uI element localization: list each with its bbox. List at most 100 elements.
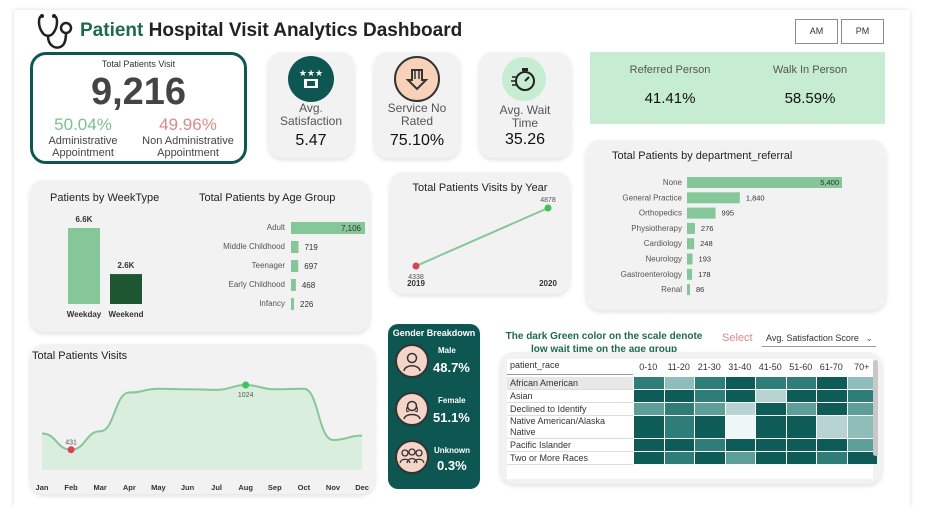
- age-group-label: Teenager: [252, 261, 286, 270]
- heatmap-cell[interactable]: [847, 452, 877, 464]
- heatmap-cell[interactable]: [664, 403, 694, 415]
- year-tick-2019: 2019: [407, 279, 425, 288]
- heatmap-cell[interactable]: [725, 452, 755, 464]
- heatmap-cell[interactable]: [695, 439, 725, 451]
- heatmap-table: patient_race 0-10 11-20 21-30 31-40 41-50 51-6…: [507, 359, 877, 479]
- referral-card: Referred Person 41.41% Walk In Person 58…: [590, 52, 885, 124]
- monthly-area: [42, 385, 363, 470]
- heatmap-cell[interactable]: [786, 377, 816, 389]
- heatmap-cell[interactable]: [634, 452, 664, 464]
- heatmap-column-header: 41-50: [758, 362, 782, 372]
- metric-dropdown[interactable]: Avg. Satisfaction Score ⌄: [762, 330, 876, 347]
- department-value: 995: [722, 209, 735, 218]
- heatmap-cell[interactable]: [756, 416, 786, 438]
- monthly-tick: Aug: [238, 483, 253, 492]
- heatmap-cell[interactable]: [634, 403, 664, 415]
- group-icon: [395, 440, 429, 474]
- heatmap-cell[interactable]: [756, 439, 786, 451]
- heatmap-cell[interactable]: [634, 439, 664, 451]
- heatmap-cell[interactable]: [786, 416, 816, 438]
- heatmap-cell[interactable]: [634, 390, 664, 402]
- heatmap-cell[interactable]: [817, 390, 847, 402]
- heatmap-cell[interactable]: [725, 416, 755, 438]
- heatmap-row-label: Native American/Alaska Native: [507, 416, 633, 439]
- heatmap-cell[interactable]: [847, 439, 877, 451]
- heatmap-cell[interactable]: [847, 377, 877, 389]
- heatmap-cell[interactable]: [756, 452, 786, 464]
- weektype-title: Patients by WeekType: [50, 192, 160, 204]
- heatmap-cell[interactable]: [664, 452, 694, 464]
- heatmap-cell[interactable]: [786, 439, 816, 451]
- heatmap-cell[interactable]: [725, 439, 755, 451]
- heatmap-row-header[interactable]: patient_race: [507, 359, 633, 375]
- heatmap-cell[interactable]: [786, 390, 816, 402]
- heatmap-cell[interactable]: [695, 403, 725, 415]
- age-group-bar: [291, 241, 299, 253]
- heatmap-cell[interactable]: [756, 377, 786, 389]
- monthly-tick: Dec: [355, 483, 369, 492]
- pm-button[interactable]: PM: [841, 19, 884, 44]
- select-label: Select: [722, 332, 753, 344]
- heatmap-column-header: 51-60: [789, 362, 813, 372]
- heatmap-cell[interactable]: [725, 390, 755, 402]
- department-bar: [687, 268, 693, 280]
- heatmap-cell[interactable]: [817, 452, 847, 464]
- heatmap-cell[interactable]: [634, 416, 664, 438]
- admin-pct: 50.04%: [54, 115, 112, 134]
- weektype-bar-label: Weekend: [109, 310, 144, 319]
- heatmap-cell[interactable]: [847, 416, 877, 438]
- department-value: 1,840: [746, 193, 765, 202]
- walkin-value: 58.59%: [784, 90, 836, 107]
- age-group-chart: Adult 7,106 Middle Childhood 719 Teenager 697…: [223, 222, 365, 310]
- satisfaction-card: ★★★ Avg. Satisfaction 5.47: [268, 52, 354, 158]
- stars-icon: ★★★: [288, 56, 334, 102]
- heatmap-cell[interactable]: [847, 390, 877, 402]
- heatmap-cell[interactable]: [786, 452, 816, 464]
- heatmap-cell[interactable]: [664, 390, 694, 402]
- heatmap-cell[interactable]: [695, 390, 725, 402]
- heatmap-cell[interactable]: [817, 439, 847, 451]
- heatmap-cell[interactable]: [756, 403, 786, 415]
- heatmap-scrollbar[interactable]: [873, 360, 878, 456]
- heatmap-cell[interactable]: [817, 403, 847, 415]
- wait-time-title: Avg. Wait Time: [499, 103, 551, 130]
- monthly-tick: Mar: [94, 483, 107, 492]
- total-visits-title: Total Patients Visit: [101, 59, 176, 69]
- not-rated-value: 75.10%: [389, 132, 445, 149]
- monthly-tick: Apr: [123, 483, 136, 492]
- heatmap-cell[interactable]: [695, 452, 725, 464]
- heatmap-cell[interactable]: [847, 403, 877, 415]
- stopwatch-icon: [502, 57, 546, 101]
- heatmap-cell[interactable]: [695, 377, 725, 389]
- heatmap-row-label: Declined to Identify: [507, 403, 633, 416]
- heatmap-cell[interactable]: [725, 403, 755, 415]
- department-label: Orthopedics: [639, 209, 682, 218]
- heatmap-cell[interactable]: [634, 377, 664, 389]
- heatmap-cell[interactable]: [695, 416, 725, 438]
- department-bar: [687, 207, 716, 219]
- heatmap-row-label: Two or More Races: [507, 452, 633, 465]
- by-year-card: Total Patients Visits by Year 4338 4878 20…: [390, 172, 570, 294]
- am-button[interactable]: AM: [795, 19, 838, 44]
- age-group-title: Total Patients by Age Group: [199, 192, 336, 204]
- heatmap-cell[interactable]: [817, 416, 847, 438]
- department-bar: [687, 284, 690, 296]
- satisfaction-title: Avg. Satisfaction: [279, 101, 343, 128]
- heatmap-cell[interactable]: [664, 439, 694, 451]
- year-line: [415, 207, 549, 267]
- monthly-tick: May: [151, 483, 166, 492]
- year-point-2020: [544, 204, 552, 212]
- unknown-label: Unknown: [434, 446, 470, 455]
- age-group-value: 468: [302, 281, 316, 290]
- heatmap-cell[interactable]: [756, 390, 786, 402]
- heatmap-cell[interactable]: [786, 403, 816, 415]
- heatmap-row-label: African American: [507, 377, 633, 390]
- heatmap-cell[interactable]: [664, 377, 694, 389]
- gender-card: Gender Breakdown Male 48.7% Female 51.1%…: [388, 324, 480, 489]
- heatmap-cell[interactable]: [725, 377, 755, 389]
- department-card: Total Patients by department_referral No…: [586, 140, 886, 310]
- heatmap-cell[interactable]: [664, 416, 694, 438]
- thumbs-down-icon: [394, 56, 440, 102]
- age-group-value: 697: [304, 262, 318, 271]
- heatmap-cell[interactable]: [817, 377, 847, 389]
